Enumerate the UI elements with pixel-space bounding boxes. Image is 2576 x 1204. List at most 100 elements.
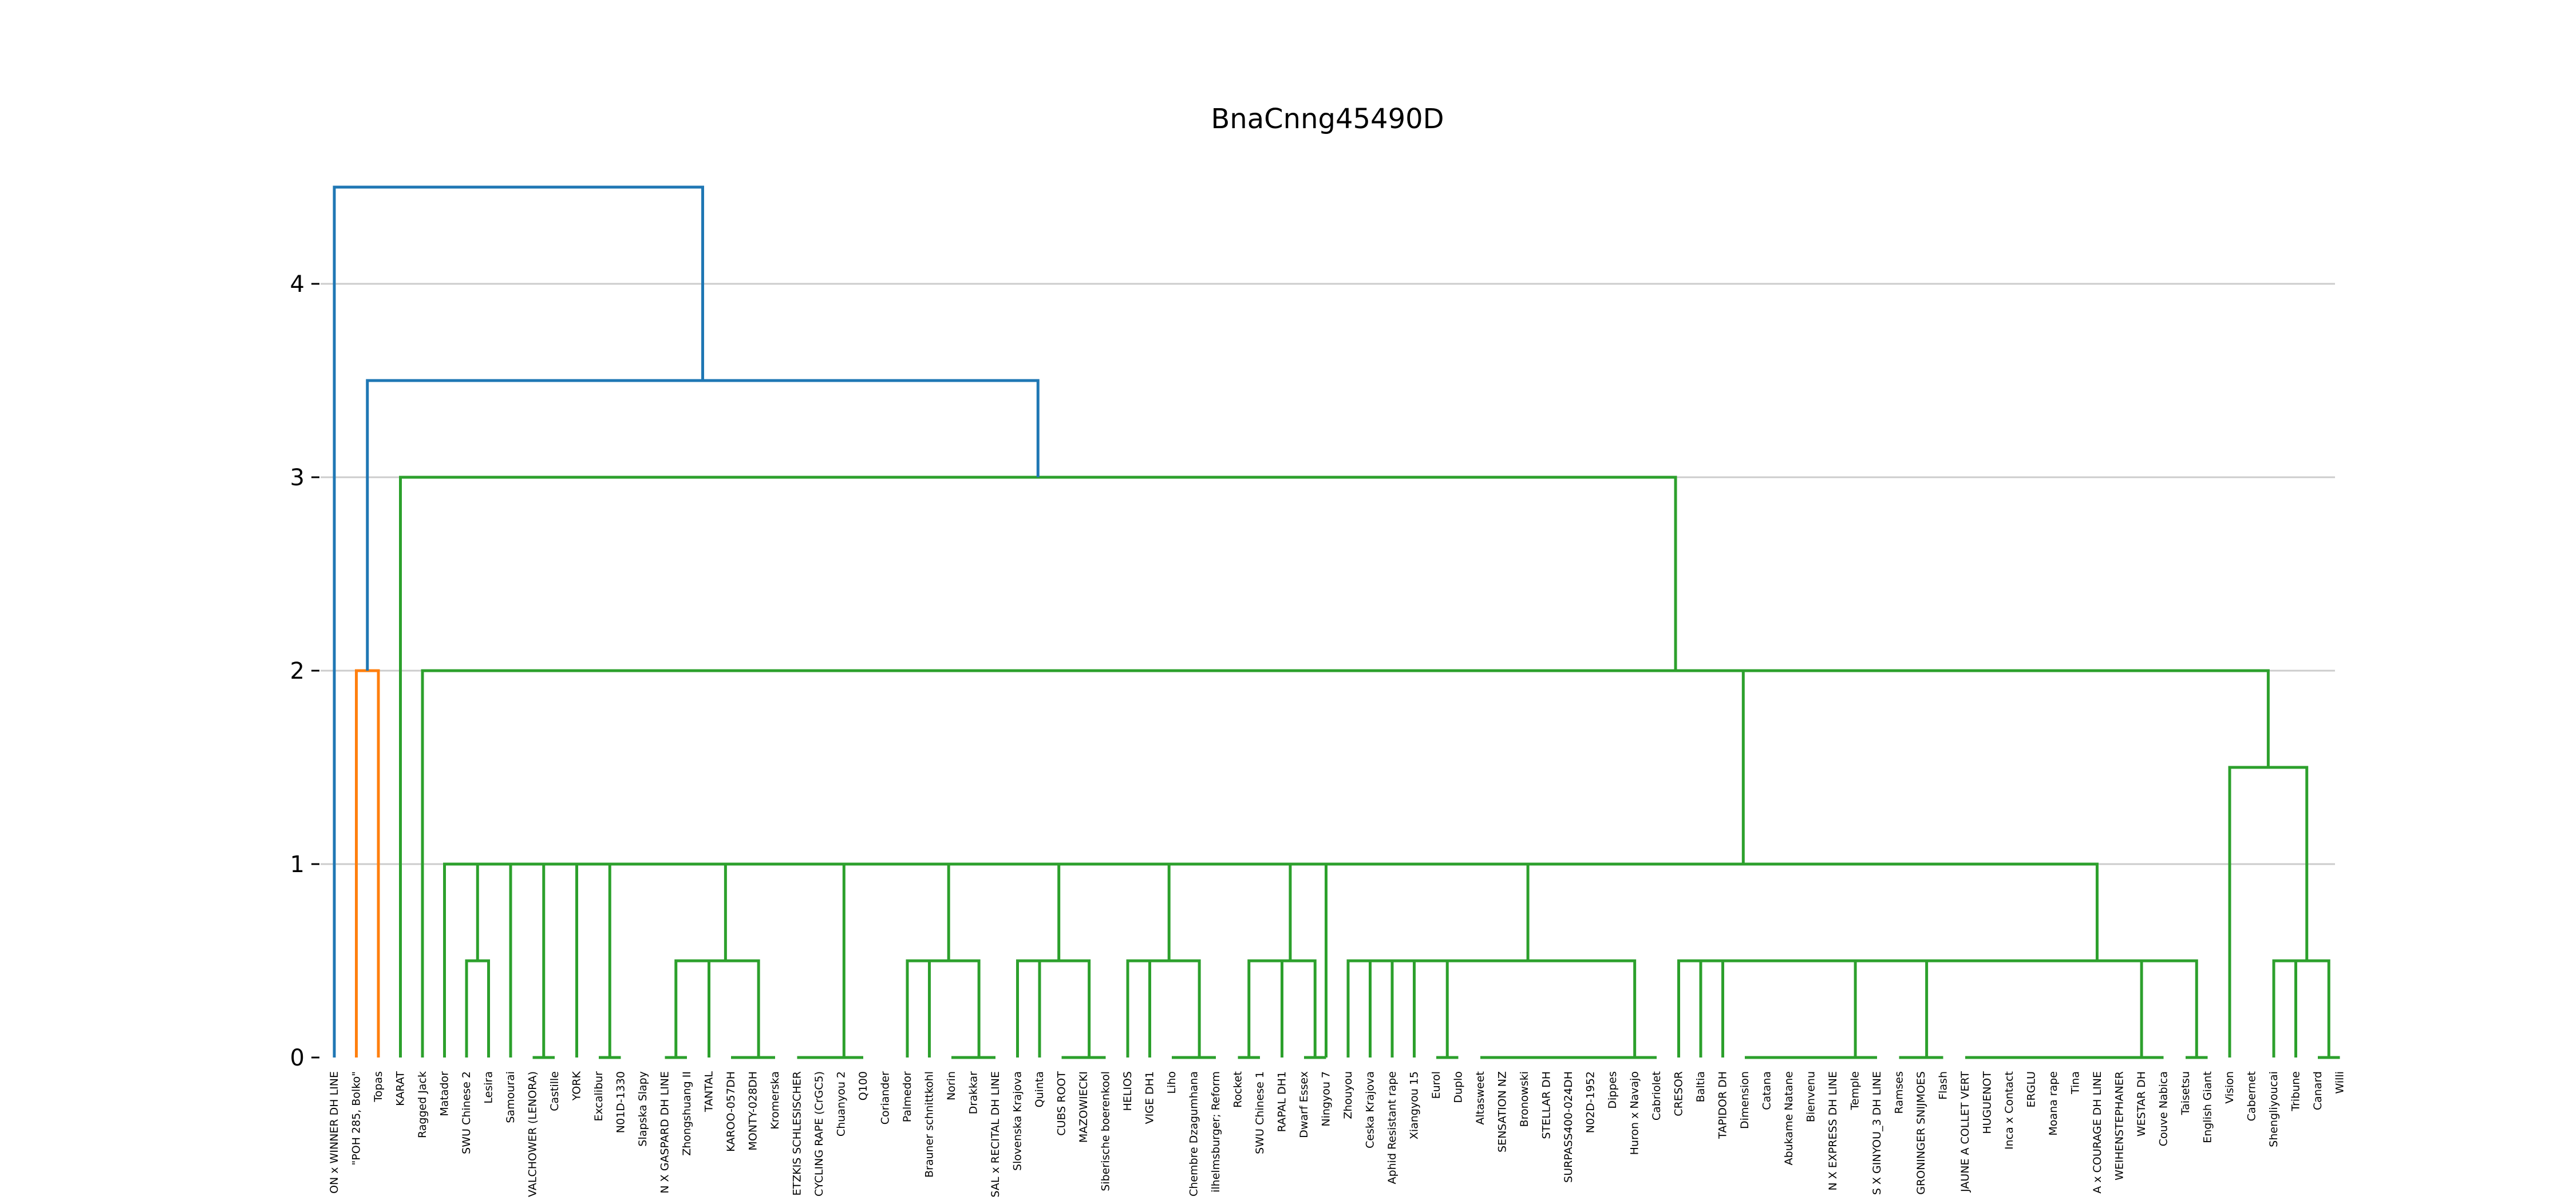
chart-title: BnaCnng45490D [1211,103,1444,135]
leaf-label-a-x-courage-dh-line: A x COURAGE DH LINE [2091,1071,2104,1194]
dendrogram-link [399,476,1677,1058]
leaf-label-q100: Q100 [857,1071,870,1100]
leaf-label-kromerska: Kromerska [769,1071,781,1130]
dendrogram-link [1061,862,1292,961]
leaf-label-baltia: Baltia [1694,1071,1707,1102]
leaf-label-cabriolet: Cabriolet [1650,1071,1663,1120]
leaf-label-swu-chinese-2: SWU Chinese 2 [460,1071,473,1154]
y-tick-label: 1 [290,851,305,878]
y-tick-label: 2 [290,658,305,684]
leaf-label-sensation-nz: SENSATION NZ [1496,1071,1509,1152]
leaf-label-stellar-dh: STELLAR DH [1540,1071,1553,1139]
leaf-label-palmedor: Palmedor [901,1071,914,1122]
leaf-label-canard: Canard [2312,1071,2324,1110]
leaf-label-temple: Temple [1849,1071,1862,1111]
leaf-label-poh-285-bolko: "POH 285, Bolko" [350,1071,363,1165]
dendrogram-link [515,862,578,1058]
leaf-label-rocket: Rocket [1232,1071,1244,1108]
dendrogram-link [1677,959,1702,1058]
dendrogram-link [748,862,950,961]
dendrogram-link [366,379,1040,671]
leaf-label-rapal-dh1: RAPAL DH1 [1276,1071,1289,1132]
leaf-label-slovenska-krajova: Slovenska Krajova [1012,1071,1024,1171]
leaf-label-tantal: TANTAL [703,1071,716,1112]
leaf-label-cycling-rape-crgc5: CYCLING RAPE (CrGC5) [813,1071,825,1197]
dendrogram-links [333,185,2340,1059]
leaf-label-lesira: Lesira [483,1071,495,1104]
leaf-label-chuanyou-2: Chuanyou 2 [835,1071,848,1136]
leaf-label-ceska-krajova: Ceska Krajova [1364,1071,1377,1148]
leaf-label-moana-rape: Moana rape [2047,1071,2060,1136]
leaf-label-york: YORK [571,1071,583,1101]
leaf-label-slapska-slapy: Slapska Slapy [637,1071,649,1147]
leaf-label-willi: Willi [2334,1071,2346,1094]
leaf-label-dimension: Dimension [1739,1071,1751,1129]
dendrogram-link [1359,959,1394,1058]
dendrogram-link [1265,959,1317,1058]
leaf-label-tapidor-dh: TAPIDOR DH [1717,1071,1729,1139]
leaf-label-vision: Vision [2223,1071,2236,1104]
leaf-label-n02d-1952: N02D-1952 [1585,1071,1597,1133]
dendrogram-link [333,185,704,1058]
leaf-label-on-x-winner-dh-line: ON x WINNER DH LINE [328,1071,341,1194]
leaf-label-topas: Topas [372,1071,385,1103]
dendrogram-link [485,862,546,1058]
leaf-label-zhongshuang-ii: Zhongshuang II [681,1071,693,1156]
leaf-label-etzkis-schlesischer: ETZKIS SCHLESISCHER [791,1071,804,1195]
leaf-label-taisetsu: Taisetsu [2179,1071,2192,1115]
leaf-label-karat: KARAT [394,1071,407,1106]
dendrogram-link [1016,959,1041,1058]
leaf-labels: ON x WINNER DH LINE "POH 285, Bolko" Topas… [328,1071,2346,1197]
leaf-label-weihenstephaner: WEIHENSTEPHANER [2113,1071,2126,1181]
leaf-label-mazowiecki: MAZOWIECKI [1077,1071,1090,1143]
leaf-label-huron-x-navajo: Huron x Navajo [1629,1071,1641,1155]
dendrogram-link [2272,959,2297,1058]
dendrogram-link [918,959,981,1058]
leaf-label-castille: Castille [548,1071,561,1111]
leaf-label-surpass400-024dh: SURPASS400-024DH [1562,1071,1575,1183]
dendrogram-link [1689,959,1724,1058]
y-tick-label: 4 [290,271,305,298]
leaf-label-jaune-a-collet-vert: JAUNE A COLLET VERT [1959,1071,1971,1193]
leaf-label-westar-dh: WESTAR DH [2135,1071,2148,1136]
leaf-label-quinta: Quinta [1033,1071,1046,1107]
y-axis: 0 1 2 3 4 [290,271,319,1071]
leaf-label-cubs-root: CUBS ROOT [1056,1071,1068,1136]
dendrogram-link [692,959,760,1058]
leaf-label-groninger-snijmoes: GRONINGER SNIJMOES [1915,1071,1927,1195]
leaf-label-norin: Norin [945,1071,958,1100]
dendrogram-link [1139,959,1201,1058]
dendrogram-link [953,862,1171,961]
y-tick-label: 0 [290,1045,305,1071]
leaf-label-tina: Tina [2069,1071,2082,1095]
leaf-label-bronowski: Bronowski [1518,1071,1531,1127]
dendrogram-link [674,959,710,1058]
leaf-label-monty-028dh: MONTY-028DH [747,1071,760,1151]
leaf-label-liho: Liho [1165,1071,1178,1094]
dendrogram-link [1028,959,1091,1058]
leaf-label-vige-dh1: VIGE DH1 [1144,1071,1156,1124]
dendrogram-link [1706,959,1857,1058]
leaf-label-drakkar: Drakkar [967,1071,980,1114]
y-tick-label: 3 [290,465,305,491]
leaf-label-inca-x-contact: Inca x Contact [2003,1071,2016,1150]
leaf-label-couve-nabica: Couve Nabica [2158,1071,2170,1146]
leaf-label-matador: Matador [438,1071,451,1116]
leaf-label-n-x-gaspard-dh-line: N X GASPARD DH LINE [659,1071,671,1194]
leaf-label-duplo: Duplo [1452,1071,1465,1103]
leaf-label-sal-x-recital-dh-line: SAL x RECITAL DH LINE [989,1071,1002,1198]
leaf-label-n-x-express-dh-line: N X EXPRESS DH LINE [1827,1071,1839,1191]
dendrogram-link [1126,959,1151,1058]
leaf-label-ningyou-7: Ningyou 7 [1320,1071,1333,1127]
dendrogram-link [1389,862,2099,961]
leaf-label-cresor: CRESOR [1673,1071,1685,1116]
leaf-label-shengliyoucai: Shengliyoucai [2267,1071,2280,1147]
dendrogram-link [1780,959,1929,1058]
leaf-label-swu-chinese-1: SWU Chinese 1 [1254,1071,1266,1154]
dendrogram-link [1997,959,2198,1058]
dendrogram-link [578,862,727,961]
leaf-label-huguenot: HUGUENOT [1981,1071,1994,1134]
leaf-label-bienvenu: Bienvenu [1805,1071,1818,1122]
